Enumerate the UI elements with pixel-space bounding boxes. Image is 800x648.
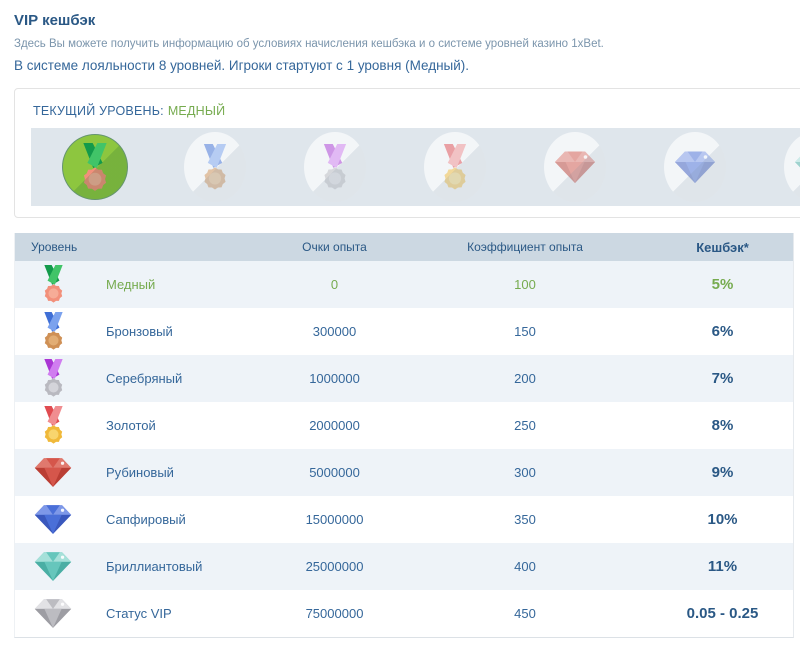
gold-medal-icon xyxy=(435,143,475,191)
cashback-value: 10% xyxy=(707,511,738,528)
level-strip-item xyxy=(35,128,155,206)
level-name: Медный xyxy=(106,277,156,292)
coef-value: 450 xyxy=(514,606,536,621)
current-level-caption: ТЕКУЩИЙ УРОВЕНЬ: МЕДНЫЙ xyxy=(15,89,800,118)
coef-value: 400 xyxy=(514,559,536,574)
level-strip-item xyxy=(635,128,755,206)
current-level-label: ТЕКУЩИЙ УРОВЕНЬ: xyxy=(33,104,164,118)
coef-value: 250 xyxy=(514,418,536,433)
cashback-value: 9% xyxy=(711,464,734,481)
table-body: Медный 0 100 5% Бронзовый 300000 150 6% … xyxy=(15,261,793,637)
xp-value: 5000000 xyxy=(309,465,360,480)
header-xp: Очки опыта xyxy=(302,240,367,254)
cashback-value: 8% xyxy=(711,417,734,434)
levels-table: Уровень Очки опыта Коэффициент опыта Кеш… xyxy=(14,233,794,638)
level-strip-item-bg xyxy=(304,132,366,202)
silver-medal-icon xyxy=(315,143,355,191)
level-strip-item-bg xyxy=(664,132,726,202)
table-row: Медный 0 100 5% xyxy=(15,261,793,308)
ruby-gem-icon xyxy=(553,149,597,185)
bronze-medal-icon xyxy=(195,143,235,191)
xp-value: 15000000 xyxy=(305,512,364,527)
page-title: VIP кешбэк xyxy=(14,12,96,29)
ruby-gem-icon xyxy=(15,456,91,489)
xp-value: 75000000 xyxy=(305,606,364,621)
sapphire-gem-icon xyxy=(673,149,717,185)
table-row: Золотой 2000000 250 8% xyxy=(15,402,793,449)
level-strip-item xyxy=(155,128,275,206)
level-strip-item xyxy=(515,128,635,206)
page-subtitle: Здесь Вы можете получить информацию об у… xyxy=(14,38,604,50)
table-row: Серебряный 1000000 200 7% xyxy=(15,355,793,402)
level-strip-item xyxy=(395,128,515,206)
vip-gem-icon xyxy=(15,597,91,630)
level-name: Серебряный xyxy=(106,371,183,386)
copper-medal-icon xyxy=(15,265,91,304)
level-strip-item-bg xyxy=(62,134,128,200)
level-strip-item-bg xyxy=(784,132,800,202)
coef-value: 150 xyxy=(514,324,536,339)
silver-medal-icon xyxy=(15,359,91,398)
diamond-gem-icon xyxy=(15,550,91,583)
level-name: Рубиновый xyxy=(106,465,174,480)
coef-value: 350 xyxy=(514,512,536,527)
header-level: Уровень xyxy=(31,240,78,254)
level-strip-item-bg xyxy=(424,132,486,202)
xp-value: 25000000 xyxy=(305,559,364,574)
level-name: Сапфировый xyxy=(106,512,186,527)
cashback-value: 0.05 - 0.25 xyxy=(686,605,759,622)
sapphire-gem-icon xyxy=(15,503,91,536)
table-row: Статус VIP 75000000 450 0.05 - 0.25 xyxy=(15,590,793,637)
xp-value: 300000 xyxy=(312,324,357,339)
levels-strip xyxy=(31,128,800,206)
bronze-medal-icon xyxy=(15,312,91,351)
cashback-value: 11% xyxy=(707,558,738,575)
diamond-gem-icon xyxy=(793,149,800,185)
table-row: Бронзовый 300000 150 6% xyxy=(15,308,793,355)
level-strip-item xyxy=(755,128,800,206)
coef-value: 300 xyxy=(514,465,536,480)
current-level-value: МЕДНЫЙ xyxy=(167,104,226,118)
header-coef: Коэффициент опыта xyxy=(467,240,583,254)
table-row: Сапфировый 15000000 350 10% xyxy=(15,496,793,543)
table-row: Рубиновый 5000000 300 9% xyxy=(15,449,793,496)
level-strip-item xyxy=(275,128,395,206)
coef-value: 200 xyxy=(514,371,536,386)
coef-value: 100 xyxy=(514,277,536,292)
level-name: Бриллиантовый xyxy=(106,559,203,574)
levels-intro: В системе лояльности 8 уровней. Игроки с… xyxy=(14,58,470,73)
table-row: Бриллиантовый 25000000 400 11% xyxy=(15,543,793,590)
copper-medal-icon xyxy=(74,142,116,192)
xp-value: 1000000 xyxy=(309,371,360,386)
cashback-value: 5% xyxy=(711,276,734,293)
level-strip-item-bg xyxy=(184,132,246,202)
table-header: Уровень Очки опыта Коэффициент опыта Кеш… xyxy=(15,233,793,261)
cashback-value: 7% xyxy=(711,370,734,387)
header-cashback: Кешбэк* xyxy=(696,239,749,255)
level-name: Золотой xyxy=(106,418,156,433)
gold-medal-icon xyxy=(15,406,91,445)
level-name: Бронзовый xyxy=(106,324,173,339)
level-name: Статус VIP xyxy=(106,606,172,621)
level-strip-item-bg xyxy=(544,132,606,202)
xp-value: 0 xyxy=(330,277,339,292)
cashback-value: 6% xyxy=(711,323,734,340)
xp-value: 2000000 xyxy=(309,418,360,433)
current-level-panel: ТЕКУЩИЙ УРОВЕНЬ: МЕДНЫЙ xyxy=(14,88,800,218)
